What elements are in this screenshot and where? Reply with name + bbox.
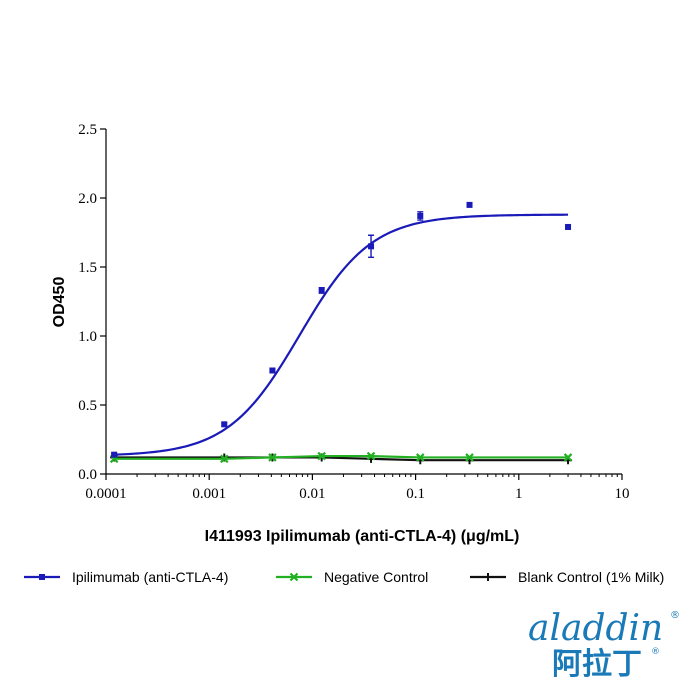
legend-label: Blank Control (1% Milk) xyxy=(518,569,664,585)
data-point xyxy=(484,573,492,581)
data-point xyxy=(220,454,229,464)
logo-cjk-text: 阿拉丁 xyxy=(552,647,642,682)
y-tick-label: 2.5 xyxy=(78,122,97,138)
legend-item: Blank Control (1% Milk) xyxy=(470,569,664,585)
x-tick-label: 0.01 xyxy=(299,486,325,502)
legend: Ipilimumab (anti-CTLA-4) Negative Control… xyxy=(24,569,664,585)
legend-item: Negative Control xyxy=(276,569,428,585)
series-line xyxy=(114,454,569,460)
y-tick-label: 0.5 xyxy=(78,398,97,414)
data-point xyxy=(111,451,118,458)
data-point xyxy=(466,201,473,208)
series-ipilimumab-anti-ctla-4 xyxy=(111,201,572,458)
series-line xyxy=(114,213,569,456)
logo-registered-mark: ® xyxy=(670,610,680,621)
data-point xyxy=(39,574,45,580)
data-point xyxy=(565,223,572,230)
data-point xyxy=(563,453,573,462)
logo-registered-mark-cjk: ® xyxy=(651,647,660,657)
series-negative-control xyxy=(109,451,573,464)
data-point xyxy=(465,453,474,462)
data-point xyxy=(368,243,375,250)
y-tick-label: 1.5 xyxy=(78,260,97,276)
logo-latin-text: aladdin xyxy=(528,608,663,649)
axes: 0.0 0.5 1.0 1.5 2.0 2.5 0.0001 0.001 0.01 0.1 1 10 xyxy=(78,122,629,502)
aladdin-logo: aladdin ® 阿拉丁 ® xyxy=(528,608,680,682)
data-point xyxy=(269,367,276,374)
legend-label: Ipilimumab (anti-CTLA-4) xyxy=(72,569,228,585)
legend-label: Negative Control xyxy=(324,569,428,585)
y-tick-label: 0.0 xyxy=(78,467,97,483)
y-tick-label: 1.0 xyxy=(78,329,97,345)
data-point xyxy=(268,453,277,462)
x-tick-label: 0.001 xyxy=(192,486,226,502)
x-axis-title: I411993 Ipilimumab (anti-CTLA-4) (μg/mL) xyxy=(205,528,520,545)
y-axis-title: OD450 xyxy=(51,277,68,328)
x-tick-label: 0.0001 xyxy=(85,486,126,502)
legend-item: Ipilimumab (anti-CTLA-4) xyxy=(24,569,228,585)
y-tick-label: 2.0 xyxy=(78,191,97,207)
data-point xyxy=(221,421,228,428)
series-layer xyxy=(109,201,573,465)
data-point xyxy=(289,572,299,582)
x-tick-label: 1 xyxy=(515,486,523,502)
data-point xyxy=(415,453,425,462)
data-point xyxy=(417,212,424,219)
data-point xyxy=(317,451,326,461)
x-tick-label: 10 xyxy=(615,486,630,502)
data-point xyxy=(318,287,325,294)
x-tick-label: 0.1 xyxy=(406,486,425,502)
data-point xyxy=(366,451,376,461)
series-line xyxy=(114,456,569,462)
